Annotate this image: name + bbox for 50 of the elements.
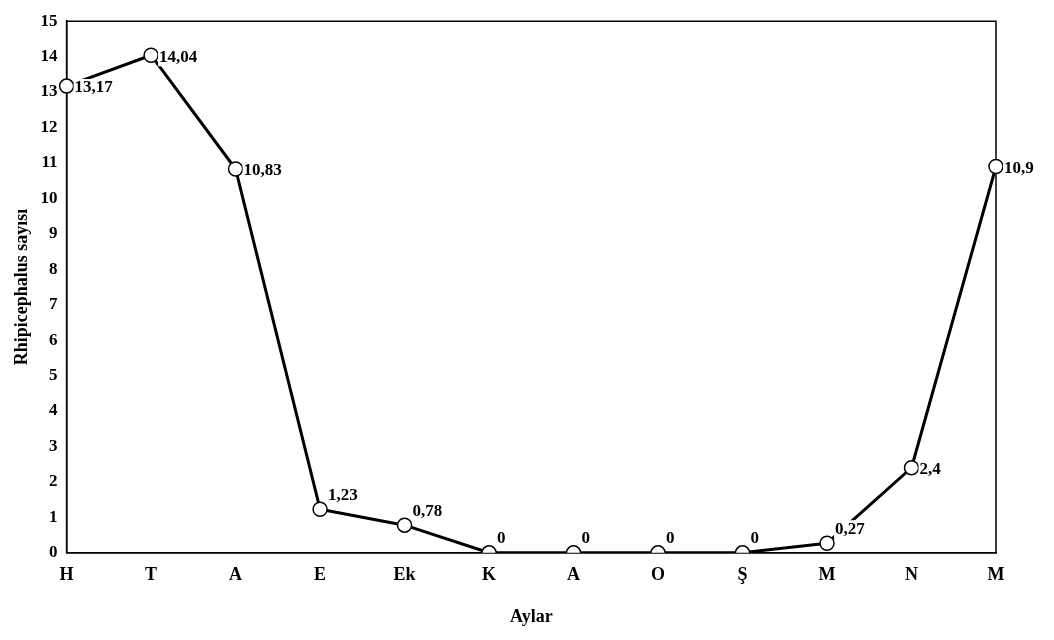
x-tick-label: N	[905, 564, 919, 585]
y-tick-label: 6	[49, 329, 58, 349]
x-tick-label: K	[482, 564, 497, 585]
x-tick-label: Ş	[737, 564, 748, 585]
x-tick-label: O	[651, 564, 666, 585]
x-axis-title: Aylar	[509, 605, 553, 626]
data-label: 13,17	[74, 77, 114, 97]
data-label: 2,4	[919, 459, 942, 479]
data-label: 14,04	[159, 46, 198, 66]
y-tick-label: 13	[40, 81, 58, 101]
x-tick-label: M	[987, 564, 1005, 585]
x-tick-label: A	[567, 564, 581, 585]
x-tick-label: E	[314, 564, 327, 585]
y-tick-label: 8	[49, 258, 58, 278]
point	[58, 78, 75, 94]
x-tick-label: M	[818, 564, 836, 585]
y-tick-label: 7	[49, 294, 59, 314]
y-tick-label: 9	[49, 223, 58, 243]
data-label: 0	[750, 528, 760, 548]
y-tick-label: 15	[40, 10, 58, 30]
y-tick-label: 5	[49, 364, 58, 384]
x-tick-label: T	[145, 564, 158, 585]
y-tick-label: 10	[40, 187, 58, 207]
data-label: 0,27	[835, 518, 866, 538]
x-tick-label: A	[229, 564, 243, 585]
x-tick-label: Ek	[393, 564, 416, 585]
y-tick-label: 2	[49, 471, 58, 491]
data-label: 0	[497, 528, 506, 548]
x-tick-label: H	[59, 564, 74, 585]
y-tick-label: 4	[49, 400, 59, 420]
data-label: 1,23	[328, 484, 358, 504]
y-tick-label: 12	[40, 116, 58, 136]
point	[396, 517, 413, 533]
data-label: 10,9	[1004, 157, 1034, 177]
data-label: 0,78	[412, 500, 443, 520]
point	[312, 501, 328, 517]
y-tick-label: 11	[41, 152, 58, 172]
point	[227, 161, 244, 177]
point	[143, 47, 159, 63]
y-tick-label: 14	[40, 46, 59, 66]
y-axis-title: Rhipicephalus sayısı	[11, 208, 32, 366]
point	[988, 158, 1004, 175]
data-label: 0	[666, 528, 675, 548]
y-tick-label: 1	[49, 506, 58, 526]
y-tick-label: 0	[49, 542, 58, 562]
y-tick-label: 3	[49, 435, 58, 455]
point	[819, 535, 835, 551]
point	[903, 459, 920, 476]
data-label: 0	[581, 528, 591, 548]
data-label: 10,83	[243, 160, 282, 180]
